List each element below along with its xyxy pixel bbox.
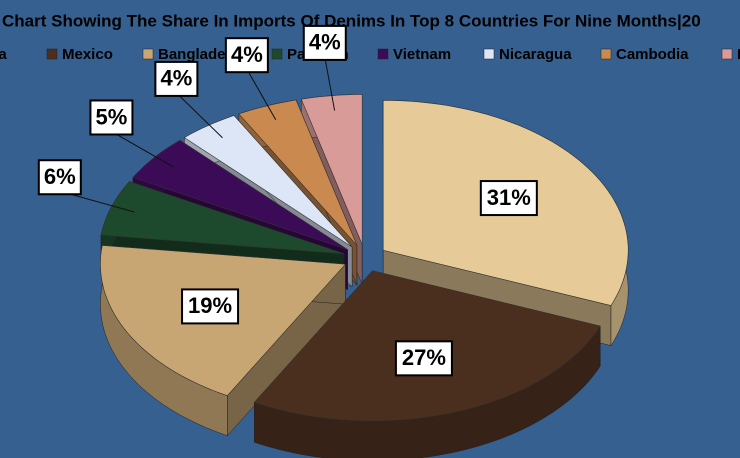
slice (238, 99, 358, 246)
data-label: 5% (96, 104, 128, 129)
slice (100, 181, 345, 255)
leader-line (111, 131, 174, 168)
legend-swatch (721, 48, 733, 60)
data-label: 27% (402, 345, 446, 370)
legend-label: Cambodia (616, 46, 689, 63)
data-label-box (479, 180, 538, 217)
leader-line (176, 92, 223, 139)
legend-label: Bangladesh (158, 46, 243, 63)
data-label: 19% (188, 293, 232, 318)
legend-label: Mexico (62, 46, 113, 63)
data-labels: 31% 27% 19% 6% 5% 4% 4% 4% (37, 24, 538, 377)
data-label: 4% (231, 42, 263, 67)
legend-swatch (46, 48, 58, 60)
legend-label: Nicaragua (499, 46, 572, 63)
data-label-box (302, 24, 347, 61)
data-label-box (37, 159, 82, 196)
data-label: 6% (44, 164, 76, 189)
legend-swatch (377, 48, 389, 60)
pie-sides (100, 94, 629, 458)
leader-line (246, 68, 277, 121)
data-label-box (224, 37, 269, 74)
data-label: 4% (160, 66, 192, 91)
leader-line (324, 56, 336, 111)
data-label-box (154, 60, 199, 97)
slice (183, 115, 353, 248)
slice (132, 139, 348, 250)
legend-swatch (142, 48, 154, 60)
legend-label: I (737, 46, 740, 63)
data-label-box (394, 340, 453, 377)
legend-label: Vietnam (393, 46, 451, 63)
legend-swatch (600, 48, 612, 60)
chart-title: Chart Showing The Share In Imports Of De… (2, 11, 701, 30)
data-label: 31% (487, 185, 531, 210)
legend-label: ina (0, 46, 7, 63)
legend-swatch (271, 48, 283, 60)
data-label-box (181, 288, 240, 325)
data-label: 4% (309, 30, 341, 55)
data-label-box (89, 99, 134, 136)
legend-swatch (483, 48, 495, 60)
